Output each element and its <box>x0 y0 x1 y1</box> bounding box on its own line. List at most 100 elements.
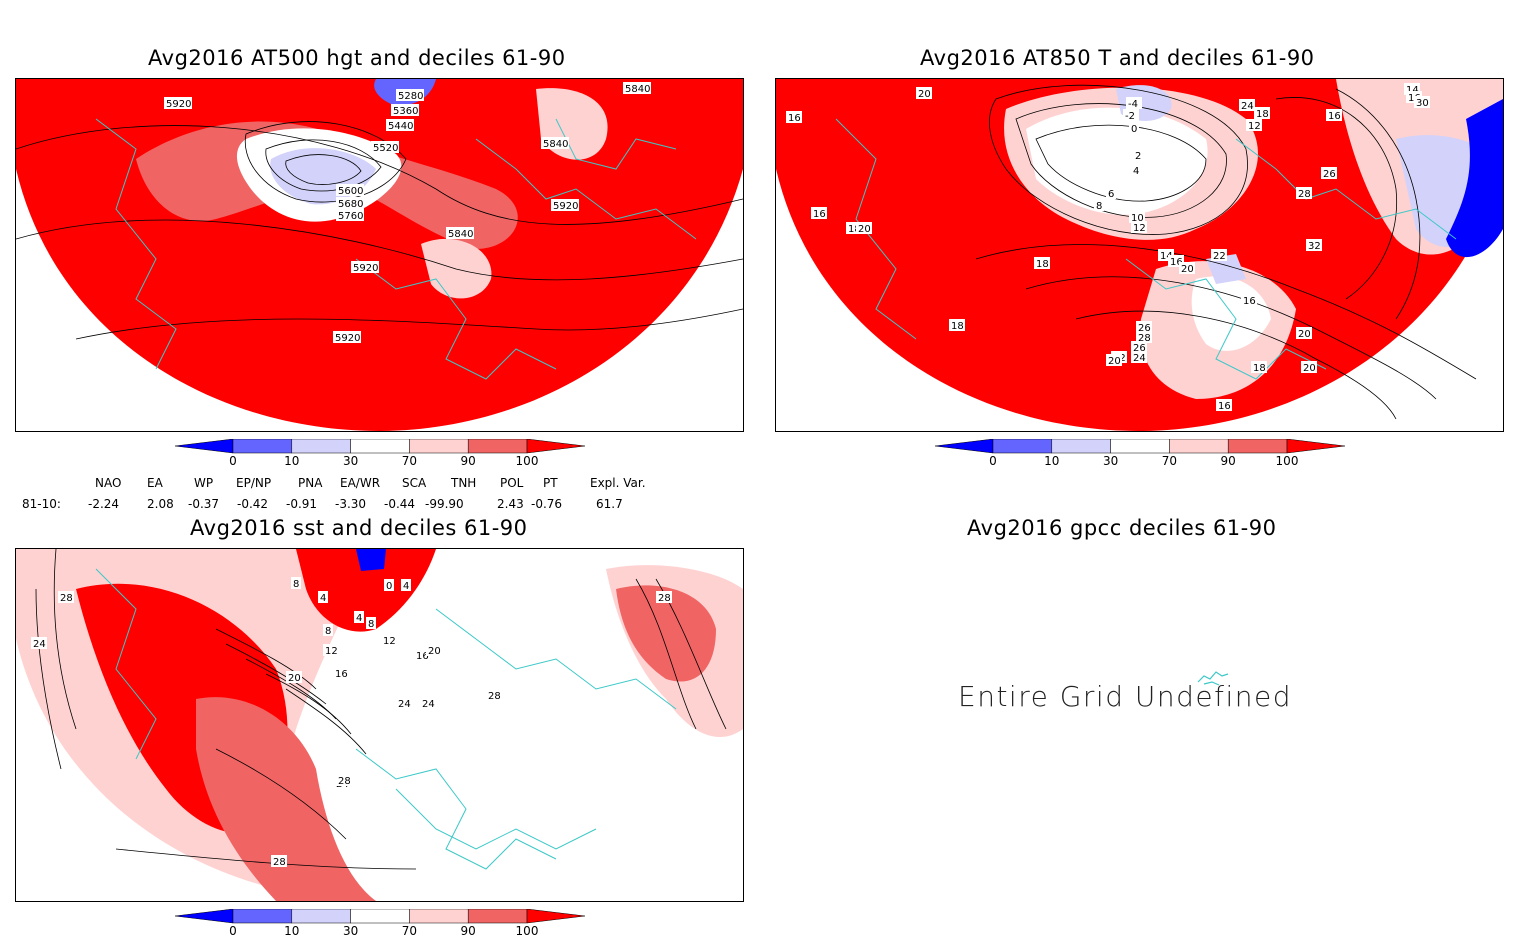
contour-label: 24 <box>31 637 47 650</box>
svg-text:5920: 5920 <box>553 201 578 212</box>
contour-label: 20 <box>286 671 302 684</box>
contour-label: 4 <box>354 611 364 624</box>
contour-label: 16 <box>1241 294 1257 307</box>
contour-label: 5920 <box>351 261 379 274</box>
colorbar-class-0 <box>174 438 234 454</box>
t850-lightblue-area-3 <box>1206 254 1246 284</box>
contour-label: 24 <box>1131 351 1147 364</box>
colorbar-class-5 <box>467 438 528 454</box>
contour-label: 22 <box>1211 249 1227 262</box>
contour-label: 20 <box>856 222 872 235</box>
svg-text:22: 22 <box>1213 251 1226 262</box>
colorbar-class-0 <box>174 908 234 924</box>
contour-label: 20 <box>426 644 442 657</box>
contour-label: 5360 <box>391 104 419 117</box>
contour-label: 28 <box>336 774 352 787</box>
svg-text:16: 16 <box>813 209 826 220</box>
contour-label: 28 <box>1136 331 1152 344</box>
colorbar-tick-90: 90 <box>460 924 476 938</box>
contour-label: 20 <box>1179 262 1195 275</box>
contour-label: 20 <box>916 87 932 100</box>
svg-text:20: 20 <box>1303 363 1316 374</box>
contour-label: 24 <box>420 697 436 710</box>
colorbar-tick-100: 100 <box>1275 454 1299 468</box>
hgt500-contours <box>16 121 743 340</box>
contour-label: 28 <box>656 591 672 604</box>
index-header-epnp: EP/NP <box>236 476 272 490</box>
contour-label: 26 <box>1136 321 1152 334</box>
svg-text:4: 4 <box>356 613 362 624</box>
svg-text:16: 16 <box>416 651 429 662</box>
colorbar-class-5 <box>1227 438 1288 454</box>
svg-text:14: 14 <box>1160 251 1173 262</box>
contour-label: 4 <box>318 591 328 604</box>
svg-text:18: 18 <box>848 224 861 235</box>
contour-label: 28 <box>271 855 287 868</box>
svg-text:5280: 5280 <box>398 91 423 102</box>
colorbar-class-1 <box>232 438 293 454</box>
contour-label: 5920 <box>551 199 579 212</box>
svg-text:24: 24 <box>1241 101 1254 112</box>
colorbar-tick-90: 90 <box>460 454 476 468</box>
index-value-expl-var: 61.7 <box>596 497 623 511</box>
colorbar-class-6 <box>526 908 586 924</box>
index-value-pna: -0.91 <box>286 497 318 511</box>
svg-text:5840: 5840 <box>448 229 473 240</box>
contour-label: 8 <box>366 617 376 630</box>
colorbar-top-right: 0 10 30 70 90 100 <box>934 438 1346 479</box>
index-header-sca: SCA <box>402 476 427 490</box>
index-row-label: 81-10: <box>22 497 61 511</box>
contour-label: 5920 <box>333 331 361 344</box>
contour-label: 6 <box>1106 187 1116 200</box>
svg-text:8: 8 <box>368 619 374 630</box>
svg-text:20: 20 <box>428 646 441 657</box>
colorbar-class-2 <box>291 908 351 924</box>
contour-label: 12 <box>1131 221 1147 234</box>
svg-text:28: 28 <box>1298 189 1311 200</box>
colorbar-class-4 <box>409 438 469 454</box>
svg-text:14: 14 <box>1406 85 1419 96</box>
colorbar-class-5 <box>467 908 528 924</box>
colorbar-tick-10: 10 <box>284 924 300 938</box>
colorbar-tick-10: 10 <box>284 454 300 468</box>
svg-text:4: 4 <box>1133 166 1139 177</box>
svg-text:20: 20 <box>858 224 871 235</box>
svg-text:5920: 5920 <box>166 99 191 110</box>
colorbar-class-2 <box>291 438 351 454</box>
svg-text:12: 12 <box>1133 223 1146 234</box>
svg-text:0: 0 <box>386 581 392 592</box>
colorbar-class-4 <box>1169 438 1229 454</box>
gpcc-coast-fragment <box>1197 671 1229 686</box>
svg-text:5440: 5440 <box>388 121 413 132</box>
colorbar-class-1 <box>232 908 293 924</box>
contour-label: 4 <box>401 579 411 592</box>
svg-text:26: 26 <box>1138 323 1151 334</box>
svg-text:-4: -4 <box>1128 99 1138 110</box>
svg-text:4: 4 <box>403 581 409 592</box>
colorbar-class-6 <box>526 438 586 454</box>
contour-label: 5920 <box>164 97 192 110</box>
index-value-eawr: -3.30 <box>335 497 367 511</box>
svg-text:28: 28 <box>658 593 671 604</box>
teleconnection-indices: NAO EA WP EP/NP PNA EA/WR SCA TNH POL PT… <box>0 474 760 514</box>
sst-midred-area <box>196 697 376 901</box>
svg-text:4: 4 <box>320 593 326 604</box>
panel-title-gpcc: Avg2016 gpcc deciles 61-90 <box>967 516 1277 540</box>
contour-label: 5760 <box>336 209 364 222</box>
svg-text:8: 8 <box>1096 201 1102 212</box>
contour-label: 16 <box>1216 399 1232 412</box>
contour-label: 24 <box>1239 99 1255 112</box>
contour-label: 32 <box>1306 239 1322 252</box>
sst-coastlines <box>95 568 677 870</box>
index-header-nao: NAO <box>95 476 122 490</box>
contour-label: 18 <box>1251 361 1267 374</box>
t850-coastlines <box>835 118 1457 380</box>
contour-label: 16 <box>1326 109 1342 122</box>
t850-blue-area <box>1446 99 1503 258</box>
contour-label: 8 <box>1094 199 1104 212</box>
index-header-ea: EA <box>147 476 163 490</box>
index-value-nao: -2.24 <box>88 497 120 511</box>
colorbar-class-3 <box>350 438 410 454</box>
index-value-pt: -0.76 <box>531 497 563 511</box>
